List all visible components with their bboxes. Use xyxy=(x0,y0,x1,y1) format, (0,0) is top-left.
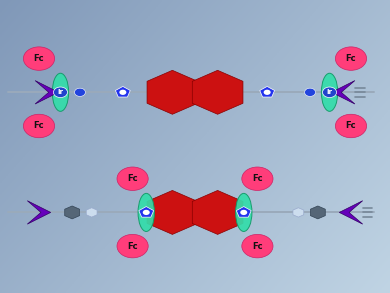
Circle shape xyxy=(335,114,367,138)
Circle shape xyxy=(242,234,273,258)
Circle shape xyxy=(305,88,316,96)
Text: Fc: Fc xyxy=(34,54,44,63)
Polygon shape xyxy=(86,208,97,217)
Circle shape xyxy=(23,114,55,138)
Ellipse shape xyxy=(52,73,69,111)
Polygon shape xyxy=(65,206,80,219)
Polygon shape xyxy=(147,70,198,114)
Circle shape xyxy=(335,47,367,70)
Circle shape xyxy=(117,234,148,258)
Text: Fc: Fc xyxy=(346,54,356,63)
Ellipse shape xyxy=(138,193,154,231)
Polygon shape xyxy=(293,208,304,217)
Polygon shape xyxy=(139,207,154,217)
Polygon shape xyxy=(192,70,243,114)
Polygon shape xyxy=(192,190,243,234)
Polygon shape xyxy=(147,190,198,234)
Circle shape xyxy=(23,47,55,70)
Ellipse shape xyxy=(321,73,338,111)
Circle shape xyxy=(117,167,148,190)
Polygon shape xyxy=(260,86,275,97)
Text: Fc: Fc xyxy=(127,174,138,183)
Text: Fc: Fc xyxy=(34,122,44,130)
Polygon shape xyxy=(339,201,363,224)
Text: Fc: Fc xyxy=(252,242,263,251)
Circle shape xyxy=(74,88,85,96)
Polygon shape xyxy=(236,207,251,217)
Polygon shape xyxy=(115,86,130,97)
Circle shape xyxy=(242,167,273,190)
Text: Ir: Ir xyxy=(57,89,64,95)
Circle shape xyxy=(143,210,150,215)
Text: Fc: Fc xyxy=(252,174,263,183)
Text: Ir: Ir xyxy=(326,89,333,95)
Circle shape xyxy=(53,87,67,98)
Circle shape xyxy=(119,90,126,95)
Text: Fc: Fc xyxy=(346,122,356,130)
Polygon shape xyxy=(27,201,51,224)
Circle shape xyxy=(240,210,247,215)
Polygon shape xyxy=(310,206,325,219)
Polygon shape xyxy=(332,81,355,104)
Polygon shape xyxy=(35,81,58,104)
Circle shape xyxy=(323,87,337,98)
Circle shape xyxy=(264,90,271,95)
Text: Fc: Fc xyxy=(127,242,138,251)
Ellipse shape xyxy=(236,193,252,231)
